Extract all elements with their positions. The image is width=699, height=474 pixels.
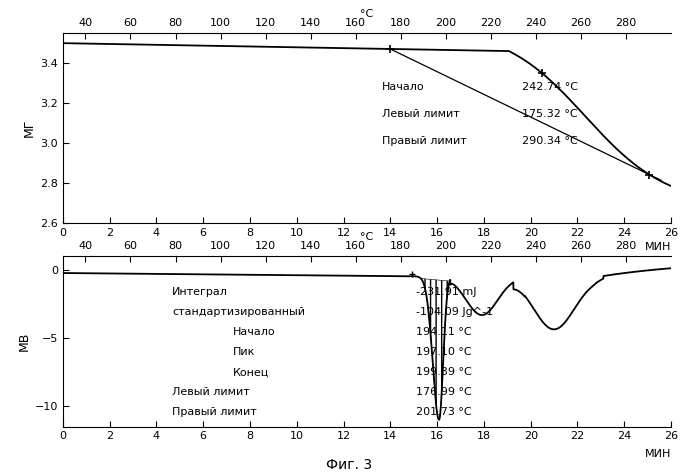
Text: Начало: Начало bbox=[233, 327, 276, 337]
Text: Фиг. 3: Фиг. 3 bbox=[326, 457, 373, 472]
Text: Интеграл: Интеграл bbox=[173, 287, 229, 297]
X-axis label: °C: °C bbox=[361, 232, 373, 242]
Text: Пик: Пик bbox=[233, 347, 256, 357]
Text: 197.10 °C: 197.10 °C bbox=[416, 347, 471, 357]
Text: Правый лимит: Правый лимит bbox=[173, 408, 257, 418]
Text: Конец: Конец bbox=[233, 367, 269, 377]
Text: 242.74 °C: 242.74 °C bbox=[522, 82, 578, 92]
Text: 176.99 °C: 176.99 °C bbox=[416, 387, 471, 397]
Text: 290.34 °C: 290.34 °C bbox=[522, 136, 578, 146]
Text: МИН: МИН bbox=[644, 242, 671, 252]
Y-axis label: МВ: МВ bbox=[17, 332, 31, 351]
Text: Левый лимит: Левый лимит bbox=[173, 387, 250, 397]
Text: 199.39 °C: 199.39 °C bbox=[416, 367, 471, 377]
Text: Левый лимит: Левый лимит bbox=[382, 109, 460, 119]
Text: МИН: МИН bbox=[644, 449, 671, 459]
Text: 175.32 °C: 175.32 °C bbox=[522, 109, 577, 119]
Text: 201.73 °C: 201.73 °C bbox=[416, 408, 471, 418]
Text: стандартизированный: стандартизированный bbox=[173, 307, 305, 317]
Text: 194.11 °C: 194.11 °C bbox=[416, 327, 471, 337]
Text: Правый лимит: Правый лимит bbox=[382, 136, 467, 146]
Y-axis label: МГ: МГ bbox=[23, 119, 36, 137]
X-axis label: °C: °C bbox=[361, 9, 373, 19]
Text: Начало: Начало bbox=[382, 82, 425, 92]
Text: -104.09 Jg^-1: -104.09 Jg^-1 bbox=[416, 307, 493, 317]
Text: -231.91 mJ: -231.91 mJ bbox=[416, 287, 476, 297]
